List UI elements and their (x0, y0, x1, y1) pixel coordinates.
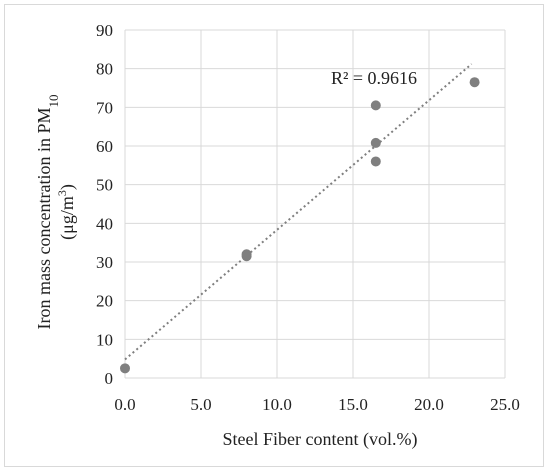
linear-trendline (124, 63, 473, 361)
x-tick-label: 15.0 (338, 395, 368, 414)
y-axis-title: Iron mass concentration in PM10 (μg/m3) (34, 95, 78, 330)
scatter-chart: 0 10 20 30 40 50 60 70 80 90 0.0 5.0 10.0 15.0 20.0 25… (34, 21, 520, 450)
x-tick-label: 5.0 (190, 395, 211, 414)
y-axis-title-main: Iron mass concentration in PM (34, 108, 54, 330)
data-point (120, 363, 130, 374)
y-tick-label: 10 (96, 330, 113, 349)
x-tick-label: 25.0 (490, 395, 520, 414)
y-axis-unit: (μg/m (57, 196, 78, 240)
y-tick-label: 80 (96, 60, 113, 79)
x-tick-label: 20.0 (414, 395, 444, 414)
y-tick-label: 20 (96, 292, 113, 311)
data-point (370, 100, 381, 111)
y-tick-label: 90 (96, 21, 113, 40)
y-tick-label: 40 (96, 214, 113, 233)
y-axis-title-subscript: 10 (46, 95, 61, 108)
chart-frame: 0 10 20 30 40 50 60 70 80 90 0.0 5.0 10.0 15.0 20.0 25… (4, 4, 544, 467)
y-tick-label: 0 (105, 369, 114, 388)
data-points (120, 77, 480, 374)
data-point (370, 137, 381, 148)
y-axis-unit-close: ) (57, 184, 78, 190)
data-point (241, 249, 252, 260)
y-tick-label: 70 (96, 98, 113, 117)
x-axis-title: Steel Fiber content (vol.%) (223, 429, 418, 450)
grid-lines (124, 29, 506, 379)
trendline-group (124, 63, 473, 361)
y-tick-label: 60 (96, 137, 113, 156)
y-tick-labels: 0 10 20 30 40 50 60 70 80 90 (96, 21, 113, 388)
x-tick-label: 0.0 (114, 395, 135, 414)
y-tick-label: 50 (96, 176, 113, 195)
x-tick-labels: 0.0 5.0 10.0 15.0 20.0 25.0 (114, 395, 520, 414)
x-tick-label: 10.0 (262, 395, 292, 414)
y-axis-unit-superscript: 3 (55, 190, 69, 196)
data-point (370, 156, 381, 167)
y-axis-title-line1: Iron mass concentration in PM10 (34, 95, 61, 330)
y-axis-title-line2: (μg/m3) (55, 184, 78, 240)
data-point (469, 77, 480, 88)
r-squared-label: R² = 0.9616 (331, 68, 417, 88)
y-tick-label: 30 (96, 253, 113, 272)
